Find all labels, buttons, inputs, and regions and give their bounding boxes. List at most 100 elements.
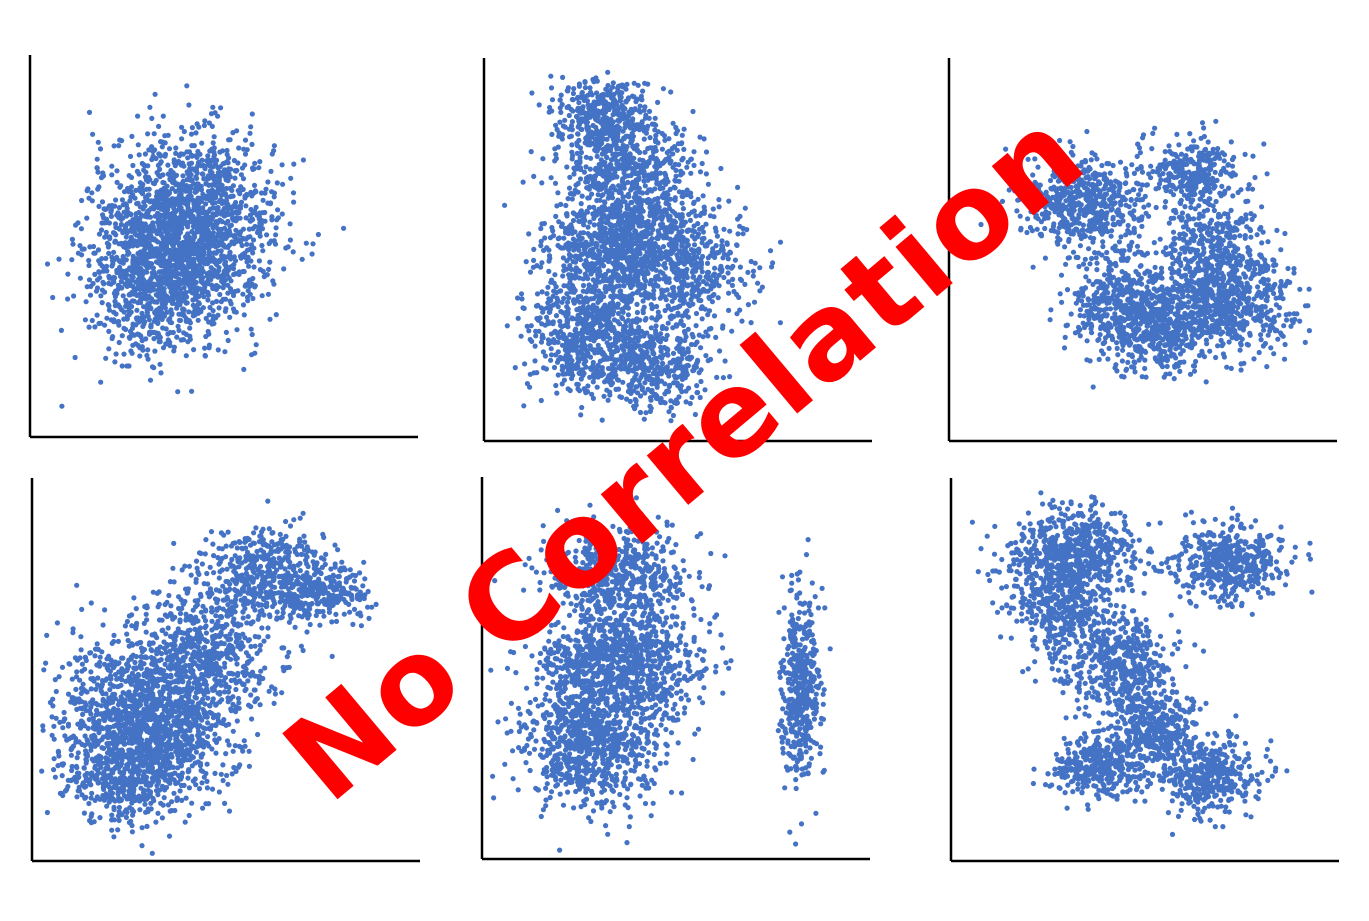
data-point [100,173,106,179]
data-point [103,355,109,361]
data-point [213,173,219,179]
data-point [607,239,613,245]
data-point [628,140,634,146]
data-point [599,140,605,146]
data-point [341,225,347,231]
data-point [174,334,180,340]
data-point [678,168,684,174]
data-point [664,287,670,293]
data-point [230,292,237,299]
data-point [591,113,597,119]
data-point [169,196,175,202]
data-point [605,82,611,89]
data-point [616,183,622,189]
data-point [624,144,630,150]
data-point [534,291,541,297]
data-point [620,116,626,122]
data-point [202,345,208,351]
data-point [232,175,238,181]
data-point [587,261,594,267]
data-point [227,250,233,256]
data-point [653,215,659,221]
data-point [112,239,118,245]
data-point [227,286,234,292]
data-point [219,237,225,243]
data-point [567,174,573,180]
data-point [113,197,119,203]
data-point [605,69,611,75]
data-point [151,365,157,371]
data-point [170,243,176,249]
data-point [130,342,136,348]
data-point [206,312,212,318]
data-point [167,254,173,261]
data-point [202,257,208,264]
data-point [593,335,599,341]
data-point [167,212,173,218]
data-point [247,218,254,224]
data-point [145,347,151,353]
data-point [108,317,114,323]
data-point [239,242,245,249]
data-point [642,115,649,121]
data-point [515,315,521,321]
data-point [611,317,618,323]
data-point [137,251,143,257]
data-point [249,111,255,117]
data-point [636,175,642,181]
data-point [203,229,209,236]
data-point [143,194,149,201]
data-point [169,280,175,287]
data-point [618,262,624,268]
data-point [591,222,597,228]
data-point [170,170,176,176]
data-point [634,301,640,307]
data-point [553,313,560,319]
data-point [640,310,646,316]
data-point [235,216,241,222]
data-point [661,133,668,139]
data-point [603,334,609,340]
data-point [129,325,135,331]
data-point [504,323,510,329]
data-point [169,179,176,185]
data-point [524,323,530,329]
data-point [562,124,568,130]
data-point [590,359,596,366]
data-point [714,233,721,239]
data-point [268,238,274,244]
data-point [75,220,81,226]
data-point [515,295,521,301]
data-point [271,143,277,149]
data-point [133,232,139,238]
data-point [201,122,207,129]
data-point [604,215,610,221]
data-point [610,275,616,281]
data-point [168,307,174,313]
data-point [557,97,563,103]
data-point [625,113,632,119]
data-point [133,187,139,193]
data-point [597,268,603,274]
data-point [590,277,596,283]
data-point [598,237,604,244]
data-point [101,267,107,273]
data-point [78,226,84,232]
data-point [209,187,215,193]
data-point [549,277,555,283]
data-point [163,238,169,244]
data-point [129,298,135,304]
data-point [183,200,189,206]
data-point [589,191,595,197]
data-point [715,295,721,301]
data-point [142,174,149,180]
data-point [209,123,215,129]
data-point [551,364,558,371]
data-point [155,330,161,337]
data-point [262,209,268,216]
data-point [92,324,98,330]
data-point [541,306,547,312]
data-point [581,97,587,103]
data-point [555,236,561,242]
data-point [615,134,621,140]
